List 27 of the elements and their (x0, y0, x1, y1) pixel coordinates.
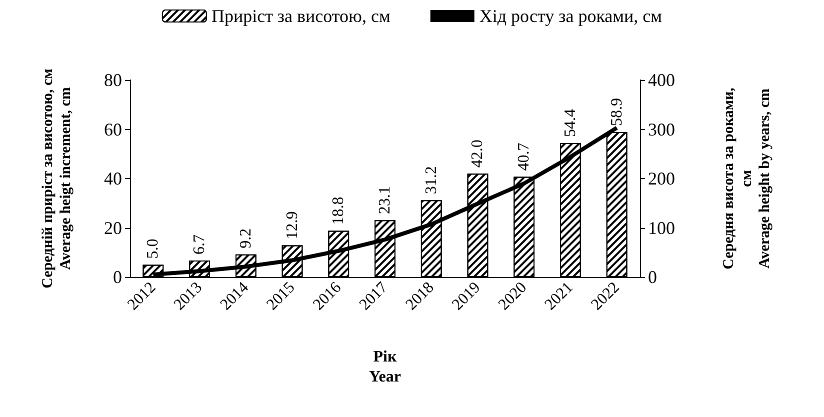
y2-tick-label: 200 (648, 168, 675, 188)
y2-tick-label: 100 (648, 218, 675, 238)
y-tick-label: 20 (104, 218, 122, 238)
data-label: 9.2 (237, 228, 254, 248)
data-label: 31.2 (422, 166, 440, 194)
data-label: 12.9 (284, 211, 301, 240)
data-label: 6.7 (191, 234, 208, 254)
y-tick-label: 0 (113, 267, 122, 287)
data-label: 23.1 (376, 186, 394, 214)
data-label: 5.0 (144, 238, 162, 259)
data-label: 54.4 (562, 109, 579, 138)
y-axis-title: Середній приріст за висотою, см Average heigt increment, cm (40, 68, 74, 288)
x-axis-title: Рік Year (369, 348, 401, 386)
legend-label: Хід росту за роками, см (479, 6, 662, 26)
data-label: 40.7 (516, 142, 533, 171)
y-tick-label: 60 (104, 119, 122, 140)
y2-tick-label: 0 (648, 267, 657, 287)
y-tick-label: 80 (104, 70, 122, 90)
y2-axis-title: Середня висота за роками, см Average height by years, cm (721, 87, 773, 270)
y-tick-label: 40 (104, 168, 122, 188)
x-tick-label: 2021 (542, 278, 576, 314)
data-label: 18.8 (330, 196, 348, 225)
y2-tick-label: 300 (648, 119, 675, 140)
legend-label: Приріст за висотою, см (211, 6, 390, 26)
data-label: 42.0 (469, 140, 486, 168)
data-label: 58.9 (608, 98, 626, 126)
y2-tick-label: 400 (648, 70, 675, 90)
